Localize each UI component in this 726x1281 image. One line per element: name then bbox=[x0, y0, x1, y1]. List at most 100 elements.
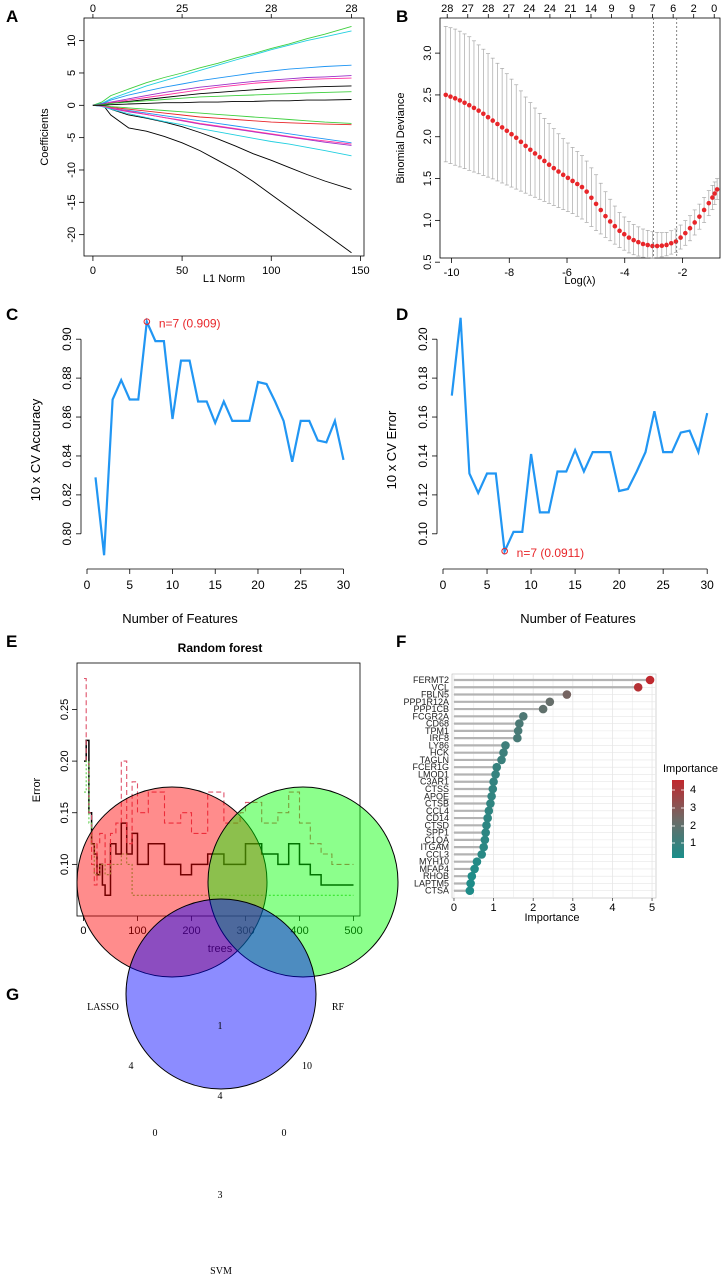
panel-b-deviance-point bbox=[452, 96, 458, 101]
venn-circle-svm bbox=[125, 898, 317, 1090]
panel-b-top-tick-label: 27 bbox=[503, 3, 515, 15]
panel-e-ytick-label: 0.15 bbox=[59, 802, 71, 823]
panel-b-deviance-point bbox=[532, 151, 538, 156]
panel-c-xtick-label: 10 bbox=[166, 578, 180, 592]
panel-f-lollipop-point bbox=[482, 821, 491, 830]
panel-f-lollipop-point bbox=[633, 682, 643, 692]
panel-b-deviance-point bbox=[504, 128, 510, 134]
panel-b-deviance-point bbox=[574, 181, 580, 187]
panel-f-gene-label: CD68 bbox=[426, 719, 449, 729]
panel-f-gene-label: FCER1G bbox=[412, 762, 449, 772]
panel-b-xtick-label: -8 bbox=[504, 267, 514, 279]
venn-circle-lasso bbox=[76, 786, 268, 978]
panel-f-xtick-label: 2 bbox=[530, 902, 536, 914]
panel-b-deviance-point bbox=[579, 184, 585, 190]
venn-label-lasso: LASSO bbox=[87, 1002, 119, 1013]
panel-b-xtick-label: -6 bbox=[562, 267, 572, 279]
panel-e-ytick-label: 0.10 bbox=[59, 854, 71, 875]
panel-b-deviance-point bbox=[523, 143, 528, 149]
panel-b-deviance-point bbox=[617, 228, 622, 234]
panel-f-gene-label: CD14 bbox=[426, 813, 449, 823]
panel-d-xtick-label: 20 bbox=[612, 578, 626, 592]
panel-b-deviance-point bbox=[485, 114, 491, 120]
panel-b-deviance-point bbox=[518, 139, 524, 145]
panel-f-lollipop-point bbox=[519, 712, 528, 721]
panel-f-lollipop-point bbox=[466, 879, 475, 888]
panel-f-lollipop-point bbox=[486, 799, 495, 808]
panel-f-lollipop-point bbox=[499, 748, 508, 757]
panel-b-top-tick-label: 24 bbox=[523, 3, 535, 15]
panel-b-xtick-label: -10 bbox=[444, 267, 460, 279]
panel-f-gene-label: LY86 bbox=[429, 740, 449, 750]
panel-d-ytick-label: 0.14 bbox=[416, 444, 430, 468]
panel-f-series bbox=[453, 675, 655, 896]
panel-c-ytick-label: 0.82 bbox=[60, 483, 74, 507]
panel-f-gene-label: APOE bbox=[424, 791, 449, 801]
panel-e-xlabel: trees bbox=[208, 943, 233, 955]
panel-b-deviance-point bbox=[443, 92, 449, 98]
panel-b-series bbox=[443, 18, 720, 259]
panel-b-top-tick-label: 2 bbox=[691, 3, 697, 15]
panel-d-cv-error: 0 5 10 15 20 25 30 0.10 0.12 0.14 0.16 0.18 0.20 Num… bbox=[384, 317, 714, 626]
panel-c-xtick-label: 30 bbox=[337, 578, 351, 592]
panel-a-ytick-label: -20 bbox=[66, 227, 78, 243]
panel-label-e: E bbox=[6, 632, 17, 651]
panel-a-coef-line-4 bbox=[92, 30, 352, 106]
panel-b-deviance-point bbox=[556, 169, 561, 174]
panel-f-lollipop-point bbox=[645, 675, 655, 685]
panel-f-lollipop-point bbox=[481, 828, 490, 837]
panel-d-ytick-label: 0.10 bbox=[416, 522, 430, 546]
panel-a-xtick-label: 150 bbox=[351, 265, 369, 277]
panel-f-gene-label: LMOD1 bbox=[418, 769, 449, 779]
panel-b-xtick-label: -2 bbox=[678, 267, 688, 279]
panel-b-deviance-point bbox=[589, 195, 594, 201]
panel-f-gene-label: VCL bbox=[431, 682, 449, 692]
panel-b-deviance-point bbox=[546, 162, 552, 168]
panel-a-top-tick-label: 0 bbox=[90, 3, 96, 15]
panel-label-a: A bbox=[6, 7, 18, 26]
panel-a-coef-line-6 bbox=[92, 75, 352, 106]
panel-a-ytick-label: -10 bbox=[66, 162, 78, 178]
panel-b-deviance-point bbox=[565, 175, 571, 181]
panel-f-lollipop-point bbox=[467, 871, 477, 881]
panel-b-deviance-point bbox=[509, 131, 514, 137]
panel-b-deviance-point bbox=[673, 239, 679, 244]
venn-label-rf: RF bbox=[332, 1002, 345, 1013]
panel-e-ylabel: Error bbox=[31, 777, 43, 802]
panel-b-deviance-point bbox=[645, 242, 651, 248]
panel-f-xtick-label: 5 bbox=[649, 902, 655, 914]
panel-f-legend-tick-label: 2 bbox=[690, 820, 696, 832]
panel-f-lollipop-point bbox=[477, 850, 487, 859]
panel-b-deviance-point bbox=[513, 135, 519, 141]
panel-c-xtick-label: 15 bbox=[209, 578, 223, 592]
panel-f-gene-label: CCL3 bbox=[426, 849, 449, 859]
panel-c-series bbox=[94, 317, 345, 556]
panel-f-legend-tick-label: 1 bbox=[690, 837, 696, 849]
panel-f-xlabel: Importance bbox=[524, 912, 579, 924]
panel-f-gene-label: CTSB bbox=[425, 799, 449, 809]
panel-e-ytick-label: 0.25 bbox=[59, 699, 71, 720]
panel-b-top-tick-label: 28 bbox=[482, 3, 494, 15]
panel-b-ytick-label: 1.0 bbox=[422, 213, 434, 228]
panel-b-deviance-point bbox=[659, 243, 665, 248]
panel-f-gene-label: CCL4 bbox=[426, 806, 449, 816]
panel-f-xtick-label: 0 bbox=[451, 902, 457, 914]
venn-count-rf-only: 10 bbox=[302, 1061, 312, 1072]
venn-circle-rf bbox=[207, 786, 399, 978]
panel-a-coef-line-10 bbox=[92, 104, 352, 126]
panel-f-gene-label: FCGR2A bbox=[412, 711, 449, 721]
panel-a-ytick-label: 10 bbox=[66, 35, 78, 47]
panel-b-ytick-label: 2.0 bbox=[422, 129, 434, 144]
panel-g-venn: LASSO RF SVM 4 10 1 4 0 0 3 bbox=[76, 786, 399, 1277]
panel-a-ytick-label: -15 bbox=[66, 194, 78, 210]
panel-b-deviance-point bbox=[495, 121, 500, 127]
panel-b-top-tick-label: 21 bbox=[564, 3, 576, 15]
panel-f-gene-label: HCK bbox=[430, 748, 449, 758]
panel-f-lollipop-point bbox=[515, 719, 524, 728]
panel-d-annotation: n=7 (0.0911) bbox=[517, 546, 585, 560]
panel-e-frame bbox=[76, 662, 361, 917]
panel-b-deviance-point bbox=[701, 207, 707, 213]
panel-f-lollipop-point bbox=[545, 697, 555, 707]
panel-b-ytick-label: 2.5 bbox=[422, 87, 434, 102]
